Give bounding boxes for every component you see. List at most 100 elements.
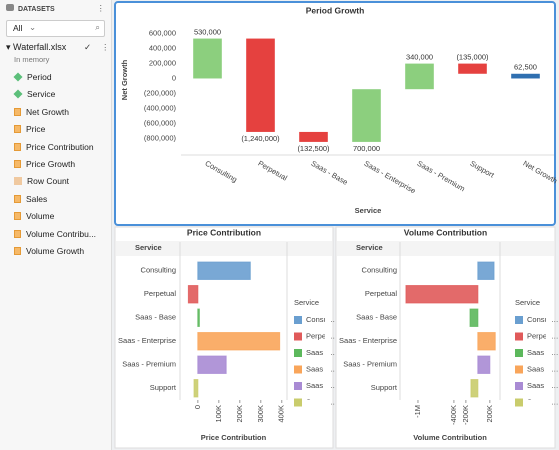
y-tick-label: (800,000) [144,134,177,143]
sidebar-title: DATASETS [6,4,55,13]
legend-swatch [515,398,523,407]
legend-ellipsis: … [551,315,559,324]
filter: All [13,23,23,33]
field-name: Price Contribution [26,141,94,152]
bar [458,63,487,74]
y-tick-label: Saas - Base [135,313,176,322]
bar [470,379,479,398]
value-label: 700,000 [353,144,380,153]
x-axis-title: Price Contribution [201,433,267,442]
y-tick-label: 0 [172,73,176,82]
legend-label: Support [527,397,554,406]
y-tick-label: Saas - Enterprise [339,336,397,345]
legend-label: Perpetual [527,331,559,340]
y-tick-label: Support [150,383,177,392]
legend-swatch [294,349,302,357]
x-axis-title: Service [355,206,382,215]
y-tick-label: 200,000 [149,58,176,67]
status: In memory [14,55,50,64]
column-header: Service [356,243,383,252]
y-tick-label: Saas - Enterprise [118,336,176,345]
field-name: Price Growth [26,159,76,169]
field-name: Volume Growth [26,246,85,256]
field[interactable]: Net Growth [14,107,69,117]
field-icon [14,107,21,116]
legend-swatch [294,316,302,324]
x-tick-label: 0 [193,405,202,409]
menu[interactable]: ⋮ [96,3,106,13]
y-tick-label: (200,000) [144,89,177,98]
legend-label: Saas - Enterprise [527,364,559,373]
value-label: (132,500) [297,144,330,153]
check: ✓ [84,42,92,52]
field[interactable]: Service [13,89,55,99]
legend-swatch [294,365,302,374]
field[interactable]: Price Growth [14,159,75,169]
legend-ellipsis: … [551,348,559,357]
field-name: Volume Contribu... [26,228,96,239]
field[interactable]: Volume Growth [14,246,84,256]
field[interactable]: Row Count [14,176,69,186]
legend: Consulting Perpetual Saas - Base Saas - Ent… [527,315,559,406]
y-tick-label: 400,000 [149,43,176,52]
field[interactable]: Volume [14,211,54,221]
panel [114,1,556,226]
bar [477,332,496,351]
chart-title: Volume Contribution [404,227,487,237]
bar [299,131,328,142]
bar [197,332,281,351]
field[interactable]: Price [14,124,45,134]
legend-ellipsis: … [551,397,559,406]
chevron: ⌄ [29,22,37,32]
value-label: 340,000 [406,53,433,62]
y-tick-label: Consulting [362,266,397,275]
dataset[interactable]: ▾ Waterfall.xlsx [6,42,67,52]
x-tick-label: -200K [461,405,470,425]
bar [352,89,381,142]
legend-label: Saas - Base [527,348,559,357]
field[interactable]: Price Contribution [14,142,94,152]
legend-ellipsis: … [330,315,338,324]
field[interactable]: Volume Contribu... [14,229,96,239]
legend-title: Service [294,298,319,307]
field-name: Volume [26,211,55,222]
value-label: 530,000 [194,28,221,37]
legend-swatch [294,382,302,390]
field-icon [14,142,21,151]
x-tick-label: 300K [256,405,265,423]
value-label: (135,000) [456,53,489,62]
field-icon [13,89,23,99]
x-tick-label: 200K [485,405,494,423]
legend-label: Consulting [527,315,559,324]
legend-label: Support [306,397,333,406]
filter-box[interactable]: All ⌄ ⌕ [6,20,105,37]
charts: Period Growth Net Growth Service 600,000 400… [114,1,559,449]
field-icon [14,212,21,221]
bar [246,38,275,132]
legend-swatch [515,316,523,324]
bar [193,38,222,79]
x-tick-label: 200K [235,405,244,423]
y-tick-label: Saas - Premium [122,360,176,369]
legend-ellipsis: … [330,397,338,406]
legend-label: Saas - Base [306,348,347,357]
legend-ellipsis: … [330,348,338,357]
legend-label: Perpetual [306,331,338,340]
x-tick-label: 400K [277,405,286,423]
menu[interactable]: ⋮ [101,42,110,52]
search-icon[interactable]: ⌕ [95,22,100,32]
field[interactable]: Period [13,72,52,82]
legend-title: Service [515,298,540,307]
legend-swatch [515,332,523,341]
field-name: Price [26,124,46,135]
y-axis-title: Net Growth [120,59,129,100]
legend-label: Saas - Enterprise [306,364,364,373]
bar [187,285,199,304]
y-tick-label: Saas - Base [356,313,397,322]
field[interactable]: Sales [14,194,47,204]
value-label: (1,240,000) [241,134,280,143]
y-tick-label: (400,000) [144,104,177,113]
y-tick-label: Consulting [141,266,176,275]
sidebar: DATASETS ⋮ All ⌄ ⌕ ▾ Waterfall.xlsx ✓ ⋮ … [0,0,112,450]
